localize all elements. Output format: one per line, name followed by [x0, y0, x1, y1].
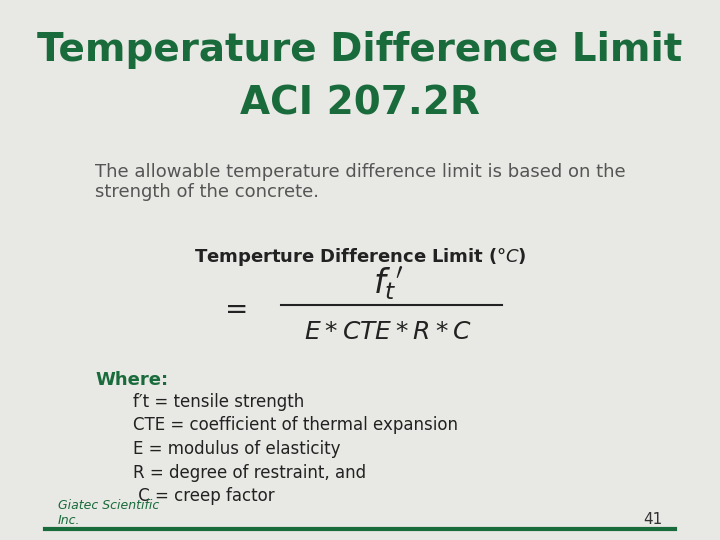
Text: E = modulus of elasticity: E = modulus of elasticity — [133, 440, 341, 458]
Text: C = creep factor: C = creep factor — [133, 487, 275, 505]
Text: Temperature Difference Limit: Temperature Difference Limit — [37, 31, 683, 69]
Text: Giatec Scientific
Inc.: Giatec Scientific Inc. — [58, 499, 159, 527]
Text: CTE = coefficient of thermal expansion: CTE = coefficient of thermal expansion — [133, 416, 458, 434]
Text: =: = — [225, 296, 249, 325]
Text: $\mathit{f}_t{'}$: $\mathit{f}_t{'}$ — [373, 265, 403, 301]
Text: R = degree of restraint, and: R = degree of restraint, and — [133, 463, 366, 482]
Text: f′t = tensile strength: f′t = tensile strength — [133, 393, 305, 410]
Text: The allowable temperature difference limit is based on the
strength of the concr: The allowable temperature difference lim… — [96, 163, 626, 201]
Text: $\mathit{E} * \mathit{CTE} * \mathit{R} * \mathit{C}$: $\mathit{E} * \mathit{CTE} * \mathit{R} … — [305, 320, 472, 344]
Text: $\mathbf{Temperture\ Difference\ Limit\ (°\mathit{C})}$: $\mathbf{Temperture\ Difference\ Limit\ … — [194, 246, 526, 267]
Text: ACI 207.2R: ACI 207.2R — [240, 84, 480, 123]
Text: Where:: Where: — [96, 371, 168, 389]
Text: 41: 41 — [643, 512, 662, 527]
